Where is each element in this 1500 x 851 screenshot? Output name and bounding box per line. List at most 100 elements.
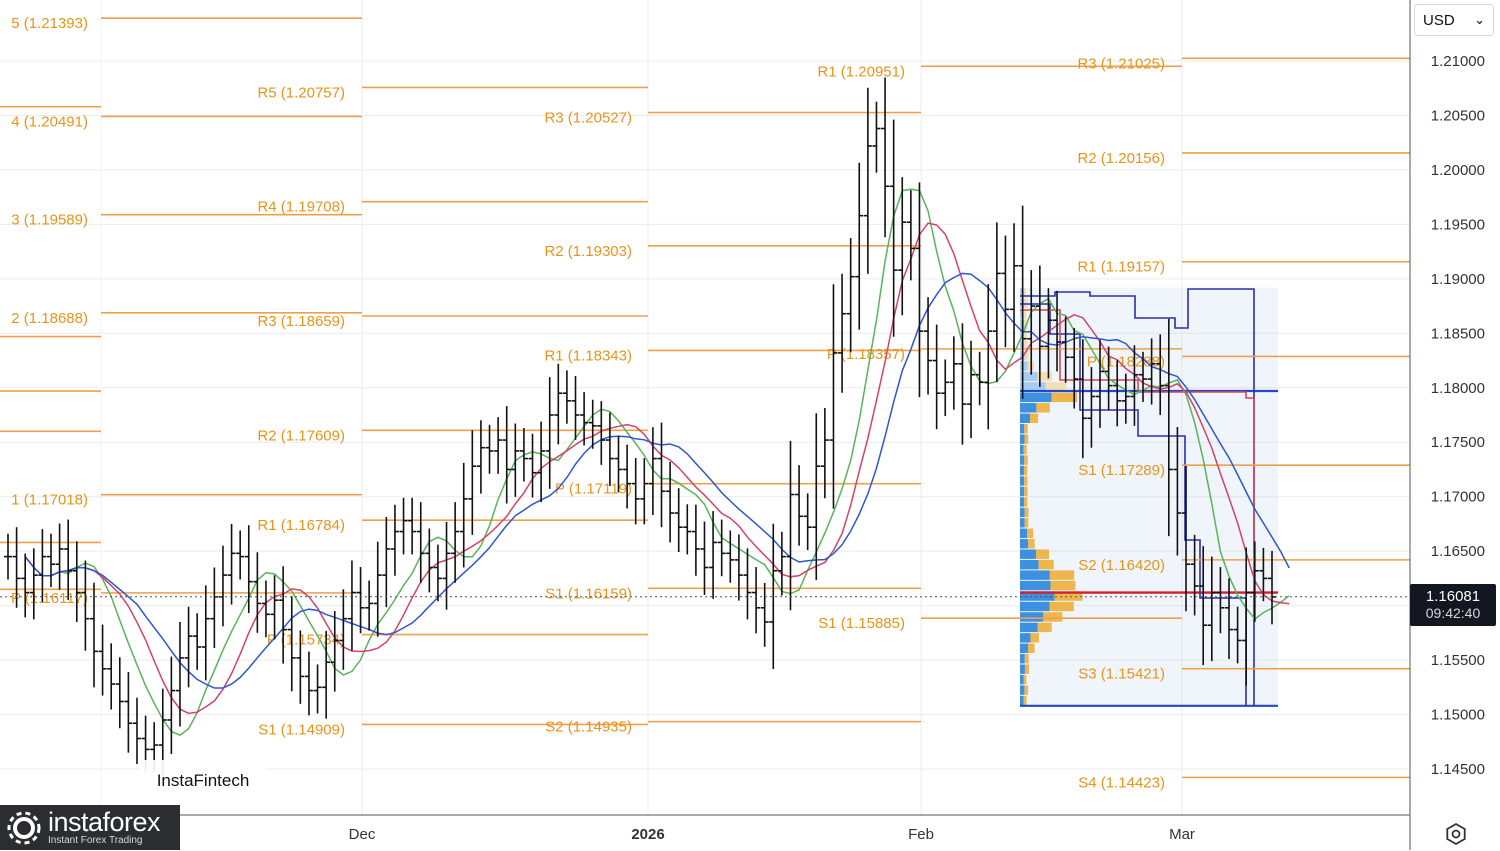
ohlc-bar [175,621,184,727]
ohlc-bar [1250,541,1259,622]
volume-profile-bar-sell [1038,559,1054,570]
ohlc-bar [46,533,55,588]
ohlc-bar [984,284,993,430]
instaforex-logo-icon [7,811,41,844]
ohlc-bar [889,119,898,337]
x-tick-label: Feb [908,826,934,843]
volume-profile-bar-sell [1036,403,1050,413]
ohlc-bar [1173,426,1182,556]
ohlc-bar [691,504,700,576]
pivot-level-label: P (1.18357) [827,346,905,363]
ohlc-bar [648,427,657,515]
ohlc-bar [528,433,537,498]
ohlc-bar [1035,265,1044,387]
ohlc-bar [1207,556,1216,662]
ohlc-bar [640,458,649,525]
ohlc-bar [236,530,245,580]
pivot-level-label: R2 (1.19303) [544,243,632,260]
ohlc-bar [132,697,141,764]
volume-profile-bar-buy [1020,476,1025,486]
instaforex-tagline: Instant Forex Trading [48,835,143,846]
ohlc-bar [330,611,339,692]
ohlc-bar [537,421,546,503]
ohlc-bar [270,575,279,640]
ohlc-bar [1053,290,1062,372]
ohlc-bar [812,413,821,581]
moving-average-line [24,188,1290,737]
moving-average-line [24,222,1290,715]
volume-profile-bar-buy [1020,570,1050,580]
volume-profile-bar-buy [1020,308,1024,319]
ohlc-bar [709,511,718,599]
ohlc-bar [1130,345,1139,426]
volume-profile-bar-sell [1035,549,1050,559]
ohlc-bar [898,177,907,316]
ohlc-bar [777,531,786,596]
volume-profile-bar-buy [1020,664,1025,674]
volume-profile-bar-sell [1023,288,1026,298]
volume-profile-bar-sell [1024,423,1028,434]
pivot-level-label: 2 (1.18688) [11,310,88,327]
y-tick-label: 1.18000 [1431,380,1485,397]
volume-profile-bar-buy [1020,486,1025,497]
ohlc-bar [433,544,442,602]
settings-button[interactable] [1444,822,1468,846]
ohlc-bar [313,664,322,714]
ohlc-bar [597,401,606,465]
ohlc-bar [1044,288,1053,379]
ohlc-bar [838,273,847,393]
volume-profile-bar-buy [1020,612,1044,622]
ohlc-bar [356,567,365,634]
ohlc-bar [1070,327,1079,409]
volume-profile-bar-sell [1024,664,1030,674]
y-tick-label: 1.19500 [1431,216,1485,233]
chevron-down-icon: ⌄ [1474,12,1485,27]
y-tick-label: 1.15500 [1431,652,1485,669]
y-tick-label: 1.14500 [1431,761,1485,778]
ohlc-bar [554,363,563,445]
ohlc-bar [1225,578,1234,659]
x-tick-label: 2026 [631,826,664,843]
ohlc-bar [580,392,589,446]
volume-profile-bar-buy [1020,695,1024,706]
ohlc-bar [795,465,804,546]
bar-countdown: 09:42:40 [1425,605,1481,621]
ohlc-bar [1010,223,1019,352]
volume-profile-bar-sell [1050,580,1076,591]
pivot-level-label: S3 (1.15421) [1078,666,1165,683]
ohlc-bar [244,525,253,614]
ohlc-bar [382,516,391,608]
volume-profile-bar-buy [1020,633,1031,643]
volume-profile-bar-buy [1020,518,1025,528]
ohlc-bar [588,399,597,449]
ohlc-bar [184,606,193,688]
volume-profile-bar-sell [1023,465,1028,476]
ohlc-bar [1027,270,1036,375]
ohlc-bar [949,336,958,410]
volume-profile-bar-buy [1020,674,1024,685]
ohlc-bar [1061,316,1070,383]
ohlc-bar [167,656,176,754]
volume-profile-bar-sell [1037,622,1052,633]
y-tick-label: 1.17000 [1431,489,1485,506]
y-tick-label: 1.21000 [1431,53,1485,70]
volume-profile-bar-sell [1023,674,1027,685]
ohlc-bar [373,541,382,637]
ohlc-bar [304,651,313,716]
x-tick-label: Mar [1169,826,1195,843]
ohlc-bar [700,521,709,595]
volume-profile-bar-buy [1020,591,1055,601]
ohlc-bar [872,101,881,173]
currency-select[interactable]: USD ⌄ [1414,4,1494,36]
ohlc-bar [124,672,133,753]
ohlc-bar [657,422,666,528]
ohlc-bar [941,359,950,417]
ohlc-bar [1259,547,1268,602]
ohlc-bar [485,424,494,474]
volume-profile-bar-sell [1024,350,1029,361]
current-price-badge: 1.16081 09:42:40 [1410,584,1496,626]
ohlc-bar [967,340,976,439]
ohlc-bar [1147,338,1156,405]
